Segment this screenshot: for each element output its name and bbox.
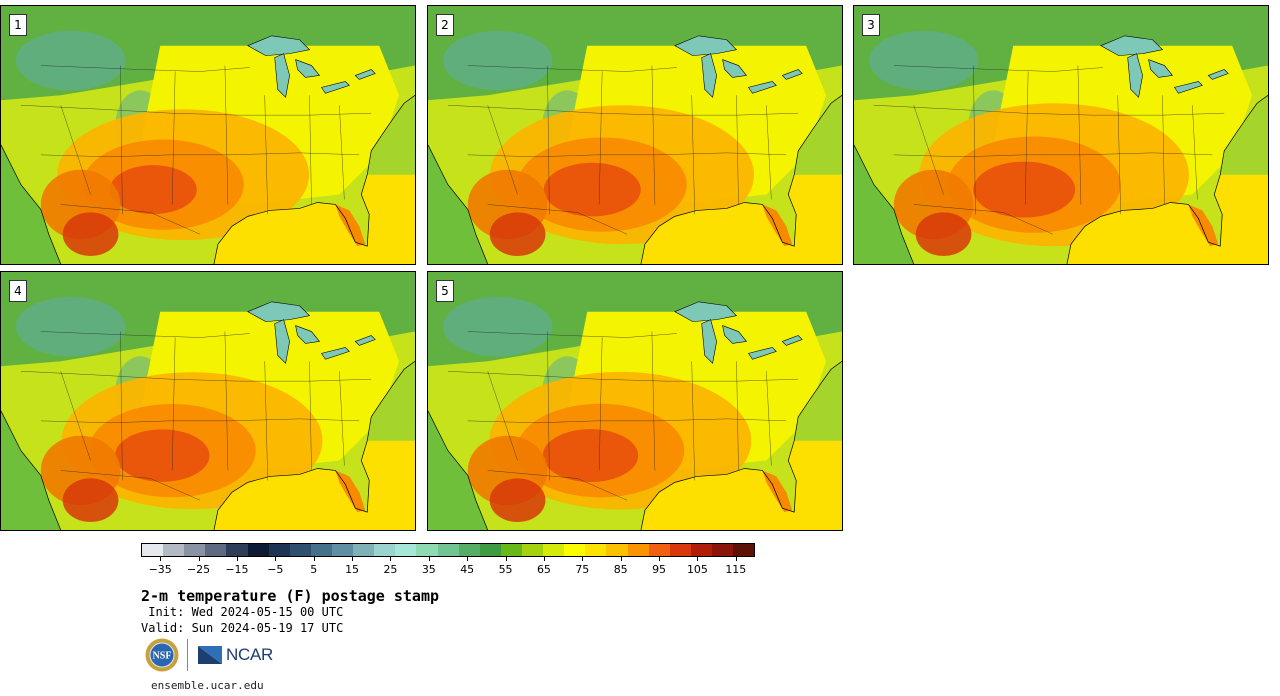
colorbar-tick [275, 557, 277, 561]
colorbar-tick-label: 65 [536, 563, 551, 576]
colorbar-tick-label: 25 [383, 563, 398, 576]
member-label-1: 1 [9, 14, 27, 36]
temperature-map-4 [1, 272, 415, 530]
colorbar-swatch [479, 544, 501, 556]
colorbar-swatch [690, 544, 712, 556]
ncar-mark-icon [198, 646, 222, 664]
colorbar-swatch [353, 544, 375, 556]
colorbar-swatch [627, 544, 649, 556]
colorbar-swatch [310, 544, 332, 556]
colorbar-tick-label: 55 [498, 563, 513, 576]
colorbar-swatch [142, 544, 164, 556]
colorbar-swatch [289, 544, 311, 556]
colorbar-tick [160, 557, 162, 561]
colorbar-tick-label: 85 [613, 563, 628, 576]
colorbar-swatch [163, 544, 185, 556]
colorbar-tick [659, 557, 661, 561]
temperature-map-1 [1, 6, 415, 264]
colorbar-tick [735, 557, 737, 561]
logo-separator [187, 639, 188, 671]
colorbar-ticks: −35 −25 −15 −5 5 15 25 35 45 55 65 75 85 95 105 115 [141, 557, 755, 579]
colorbar-tick [620, 557, 622, 561]
colorbar-tick [582, 557, 584, 561]
colorbar-tick-label: −25 [186, 563, 211, 576]
nsf-logo-icon: NSF [145, 638, 179, 672]
chart-title: 2-m temperature (F) postage stamp [141, 587, 440, 605]
member-label-2: 2 [436, 14, 454, 36]
colorbar-tick-label: 75 [575, 563, 590, 576]
colorbar-swatch [564, 544, 586, 556]
colorbar-tick [198, 557, 200, 561]
stamp-panel-1: 1 [0, 5, 416, 265]
colorbar-swatch [205, 544, 227, 556]
colorbar-swatch [733, 544, 755, 556]
member-label-4: 4 [9, 280, 27, 302]
ncar-wordmark: NCAR [226, 645, 273, 664]
colorbar-tick [390, 557, 392, 561]
colorbar-swatch [648, 544, 670, 556]
valid-time: Valid: Sun 2024-05-19 17 UTC [141, 621, 344, 635]
colorbar-swatch [268, 544, 290, 556]
colorbar-tick-label: 115 [725, 563, 747, 576]
stamp-panel-5: 5 [427, 271, 843, 531]
colorbar-swatch [226, 544, 248, 556]
colorbar-tick-label: 45 [460, 563, 475, 576]
colorbar-swatch [184, 544, 206, 556]
colorbar-swatch [374, 544, 396, 556]
stamp-panel-3: 3 [853, 5, 1269, 265]
colorbar-tick [543, 557, 545, 561]
colorbar-tick-label: 95 [652, 563, 667, 576]
colorbar-tick-label: 35 [421, 563, 436, 576]
colorbar-swatch [543, 544, 565, 556]
member-label-3: 3 [862, 14, 880, 36]
colorbar-swatch [437, 544, 459, 556]
colorbar-tick [313, 557, 315, 561]
site-url: ensemble.ucar.edu [151, 679, 264, 692]
colorbar-tick-label: 15 [345, 563, 360, 576]
colorbar-swatch [711, 544, 734, 556]
colorbar-swatch [331, 544, 354, 556]
temperature-map-3 [854, 6, 1268, 264]
colorbar-tick-label: −5 [267, 563, 284, 576]
temperature-colorbar [141, 543, 755, 557]
colorbar-tick-label: −35 [148, 563, 172, 576]
colorbar-tick [352, 557, 354, 561]
colorbar-tick [428, 557, 430, 561]
colorbar-swatch [500, 544, 522, 556]
colorbar-swatch [606, 544, 628, 556]
init-time: Init: Wed 2024-05-15 00 UTC [141, 605, 344, 619]
colorbar-swatch [247, 544, 269, 556]
member-label-5: 5 [436, 280, 454, 302]
colorbar-swatch [669, 544, 691, 556]
ncar-logo: NCAR [197, 644, 273, 666]
colorbar-tick [236, 557, 238, 561]
temperature-map-5 [428, 272, 842, 530]
colorbar-swatch [521, 544, 544, 556]
colorbar-swatch [395, 544, 417, 556]
colorbar-tick-label: 5 [310, 563, 318, 576]
temperature-map-2 [428, 6, 842, 264]
colorbar-tick [697, 557, 699, 561]
colorbar-tick [467, 557, 469, 561]
svg-text:NSF: NSF [153, 651, 172, 662]
colorbar-swatch [458, 544, 480, 556]
stamp-panel-4: 4 [0, 271, 416, 531]
colorbar-swatch [585, 544, 607, 556]
colorbar-tick-label: −15 [225, 563, 249, 576]
colorbar-swatch [416, 544, 438, 556]
colorbar-tick-label: 105 [686, 563, 708, 576]
stamp-panel-2: 2 [427, 5, 843, 265]
colorbar-tick [505, 557, 507, 561]
